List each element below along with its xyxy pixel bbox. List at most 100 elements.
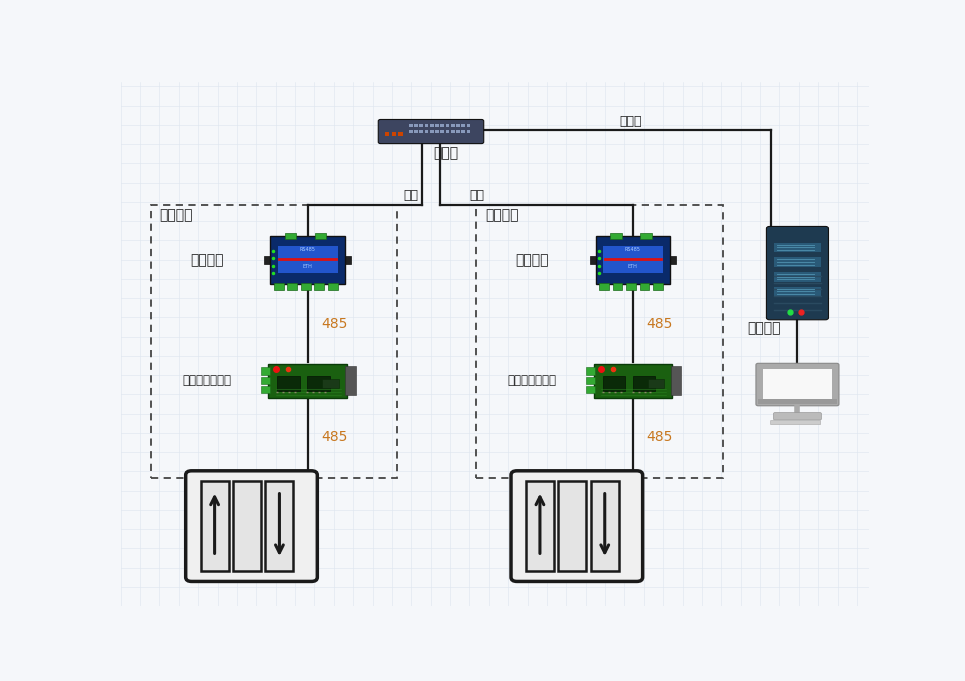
Bar xyxy=(274,283,284,290)
Bar xyxy=(420,130,423,133)
Bar xyxy=(774,287,821,296)
Bar xyxy=(599,283,609,290)
Bar xyxy=(440,130,444,133)
Bar xyxy=(466,124,470,127)
Bar xyxy=(414,130,418,133)
Bar xyxy=(456,124,459,127)
Bar xyxy=(671,366,681,395)
FancyBboxPatch shape xyxy=(756,363,839,406)
Bar xyxy=(653,283,663,290)
Bar xyxy=(414,124,418,127)
Bar xyxy=(385,132,390,136)
Bar xyxy=(774,272,821,281)
Bar xyxy=(420,124,423,127)
Bar xyxy=(603,246,663,273)
Text: 网线: 网线 xyxy=(403,189,418,202)
Bar xyxy=(626,283,636,290)
Bar xyxy=(435,130,439,133)
Text: ETH: ETH xyxy=(628,264,638,270)
Bar xyxy=(593,364,673,398)
Bar xyxy=(435,124,439,127)
Text: 485: 485 xyxy=(321,317,347,331)
Bar xyxy=(669,256,676,264)
Bar xyxy=(613,283,622,290)
Text: 监控主机: 监控主机 xyxy=(747,321,781,335)
Bar xyxy=(315,234,326,238)
Bar xyxy=(774,257,821,267)
Bar xyxy=(429,130,433,133)
Bar xyxy=(446,130,450,133)
Text: 485: 485 xyxy=(647,317,673,331)
Bar xyxy=(409,124,413,127)
Bar xyxy=(344,256,351,264)
Text: 电梯机房: 电梯机房 xyxy=(484,208,518,223)
Bar xyxy=(301,283,311,290)
Bar xyxy=(265,481,293,571)
Bar xyxy=(456,130,459,133)
Bar xyxy=(429,124,433,127)
FancyBboxPatch shape xyxy=(770,420,820,425)
Text: 交换机: 交换机 xyxy=(433,146,458,160)
Bar xyxy=(762,369,832,399)
Bar xyxy=(466,130,470,133)
Text: 485: 485 xyxy=(321,430,347,444)
Bar xyxy=(261,367,270,375)
Bar xyxy=(264,256,272,264)
Text: RS485: RS485 xyxy=(625,247,641,251)
FancyBboxPatch shape xyxy=(378,119,483,144)
Bar xyxy=(451,124,455,127)
Text: RS485: RS485 xyxy=(300,247,316,251)
FancyBboxPatch shape xyxy=(766,227,829,320)
Bar xyxy=(409,130,413,133)
Bar xyxy=(270,236,345,283)
Bar xyxy=(461,124,465,127)
FancyBboxPatch shape xyxy=(774,413,821,420)
Bar xyxy=(151,205,398,477)
Bar xyxy=(640,283,649,290)
Bar xyxy=(277,376,300,392)
Bar xyxy=(590,256,597,264)
Bar xyxy=(559,481,587,571)
Bar xyxy=(345,366,356,395)
Bar xyxy=(461,130,465,133)
Bar xyxy=(440,124,444,127)
Bar xyxy=(595,236,671,283)
Bar xyxy=(392,132,397,136)
Bar xyxy=(268,364,346,398)
Bar xyxy=(641,234,651,238)
Bar xyxy=(758,400,837,405)
Text: 网络模块: 网络模块 xyxy=(515,253,549,267)
Bar xyxy=(328,283,338,290)
Bar xyxy=(425,124,428,127)
Bar xyxy=(632,376,655,392)
Text: 485: 485 xyxy=(647,430,673,444)
Text: 协议数据处理器: 协议数据处理器 xyxy=(182,374,232,387)
FancyBboxPatch shape xyxy=(511,471,643,582)
Bar xyxy=(286,234,296,238)
Bar xyxy=(201,481,229,571)
Bar xyxy=(261,377,270,384)
Bar xyxy=(648,379,664,388)
Text: ETH: ETH xyxy=(303,264,313,270)
Bar xyxy=(315,283,324,290)
Bar xyxy=(399,132,403,136)
Text: 网络模块: 网络模块 xyxy=(190,253,223,267)
Bar xyxy=(591,481,619,571)
Bar xyxy=(278,246,338,273)
Bar xyxy=(586,386,595,394)
Bar xyxy=(234,481,261,571)
Bar xyxy=(476,205,723,477)
Bar xyxy=(526,481,554,571)
Bar xyxy=(611,234,621,238)
Bar xyxy=(774,242,821,252)
Bar xyxy=(451,130,455,133)
Bar xyxy=(261,386,270,394)
Bar xyxy=(586,377,595,384)
Text: 局域网: 局域网 xyxy=(620,114,642,128)
FancyBboxPatch shape xyxy=(185,471,317,582)
Bar xyxy=(586,367,595,375)
Bar xyxy=(288,283,297,290)
Bar xyxy=(307,376,330,392)
Bar xyxy=(446,124,450,127)
Bar xyxy=(425,130,428,133)
